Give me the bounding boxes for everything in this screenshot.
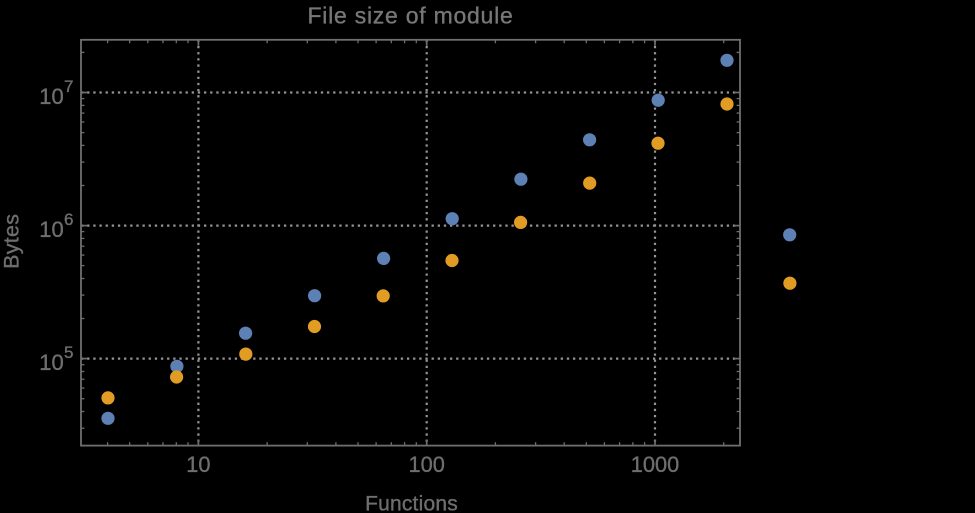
svg-text:Functions: Functions [365, 493, 458, 513]
svg-text:10: 10 [39, 217, 63, 242]
svg-text:10: 10 [186, 452, 210, 477]
svg-text:Bytes: Bytes [0, 214, 23, 269]
svg-text:5: 5 [64, 343, 73, 362]
svg-text:File size of module: File size of module [308, 3, 514, 29]
svg-text:10: 10 [39, 84, 63, 109]
svg-text:10: 10 [39, 350, 63, 375]
svg-text:1000: 1000 [631, 452, 680, 477]
svg-text:6: 6 [64, 210, 73, 229]
svg-text:7: 7 [64, 77, 73, 96]
svg-text:100: 100 [409, 452, 445, 477]
